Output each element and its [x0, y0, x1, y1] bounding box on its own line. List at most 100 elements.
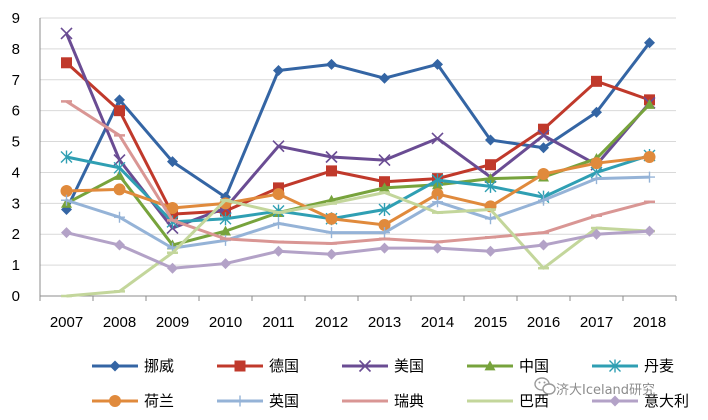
series-7: [61, 171, 655, 254]
legend-item: 意大利: [592, 392, 689, 410]
series-line: [65, 100, 650, 245]
y-tick-label: 4: [12, 164, 20, 181]
data-point: [538, 239, 549, 251]
x-tick-label: 2008: [103, 314, 136, 331]
data-point: [60, 150, 73, 164]
legend-label: 中国: [519, 357, 549, 375]
data-point: [273, 182, 284, 194]
legend-item: 荷兰: [92, 392, 174, 410]
y-tick-label: 5: [12, 134, 20, 151]
x-tick-label: 2009: [156, 314, 189, 331]
legend-label: 英国: [269, 392, 299, 410]
data-point: [485, 213, 496, 225]
data-point: [326, 58, 337, 70]
y-tick-label: 7: [12, 72, 20, 89]
data-point: [484, 360, 496, 371]
watermark: 济大Iceland研究: [534, 377, 655, 398]
data-point: [432, 58, 443, 70]
data-point: [272, 140, 285, 153]
legend-label: 荷兰: [144, 392, 174, 410]
data-point: [609, 395, 621, 407]
x-tick-label: 2018: [633, 314, 666, 331]
legend-label: 瑞典: [394, 392, 424, 410]
series-line: [65, 41, 651, 211]
data-point: [325, 212, 338, 225]
data-point: [644, 225, 655, 237]
data-point: [379, 227, 390, 239]
data-point: [60, 27, 73, 40]
data-point: [114, 211, 125, 223]
data-point: [609, 359, 621, 373]
data-point: [167, 208, 178, 220]
y-tick-label: 9: [12, 10, 20, 27]
data-point: [432, 196, 443, 208]
legend-label: 巴西: [519, 392, 549, 410]
data-point: [485, 173, 496, 184]
legend-item: 德国: [217, 357, 299, 375]
watermark-text: 济大Iceland研究: [556, 383, 655, 398]
data-point: [114, 94, 125, 106]
y-tick-label: 2: [12, 226, 20, 243]
legend-item: 中国: [467, 357, 549, 375]
data-point: [220, 225, 231, 236]
wechat-logo-icon: [534, 377, 556, 395]
x-tick-label: 2016: [527, 314, 560, 331]
data-point: [537, 129, 550, 142]
series-line: [66, 175, 650, 250]
data-point: [591, 228, 602, 240]
data-point: [432, 242, 443, 254]
series-2: [61, 57, 655, 220]
data-point: [219, 212, 232, 226]
data-point: [378, 154, 391, 167]
series-line: [66, 229, 650, 270]
data-point: [167, 156, 178, 168]
y-tick-label: 8: [12, 41, 20, 58]
y-tick-label: 1: [12, 257, 20, 274]
x-tick-label: 2015: [474, 314, 507, 331]
data-point: [109, 395, 121, 407]
data-point: [61, 227, 72, 239]
data-point: [325, 150, 338, 164]
x-tick-label: 2017: [580, 314, 613, 331]
data-point: [272, 204, 285, 218]
legend-label: 丹麦: [644, 357, 674, 375]
data-point: [326, 248, 337, 260]
data-point: [113, 183, 126, 196]
data-point: [220, 205, 231, 217]
data-point: [61, 194, 72, 206]
x-tick-label: 2007: [50, 314, 83, 331]
x-tick-label: 2013: [368, 314, 401, 331]
x-tick-label: 2014: [421, 314, 454, 331]
data-point: [358, 359, 372, 373]
data-point: [379, 242, 390, 254]
legend-label: 德国: [269, 357, 299, 375]
data-point: [378, 203, 391, 217]
data-point: [644, 171, 655, 183]
data-point: [166, 201, 179, 214]
data-point: [379, 182, 390, 193]
data-point: [234, 360, 246, 372]
data-point: [538, 123, 549, 135]
data-point: [326, 165, 337, 177]
data-point: [538, 194, 549, 206]
legend-label: 意大利: [644, 392, 689, 410]
data-point: [60, 184, 73, 197]
data-point: [537, 167, 550, 180]
data-point: [114, 239, 125, 251]
y-tick-label: 0: [12, 288, 20, 305]
data-point: [538, 142, 549, 154]
data-point: [167, 262, 178, 274]
series-line: [65, 103, 651, 247]
series-9: [61, 191, 655, 298]
data-point: [378, 218, 391, 231]
data-point: [485, 134, 496, 146]
data-point: [114, 105, 125, 117]
legend-item: 英国: [217, 392, 299, 410]
legend-item: 美国: [342, 357, 424, 375]
y-tick-label: 6: [12, 103, 20, 120]
data-point: [273, 217, 284, 229]
legend-item: 瑞典: [342, 392, 424, 410]
series-line: [65, 61, 650, 216]
series-line: [66, 191, 650, 298]
